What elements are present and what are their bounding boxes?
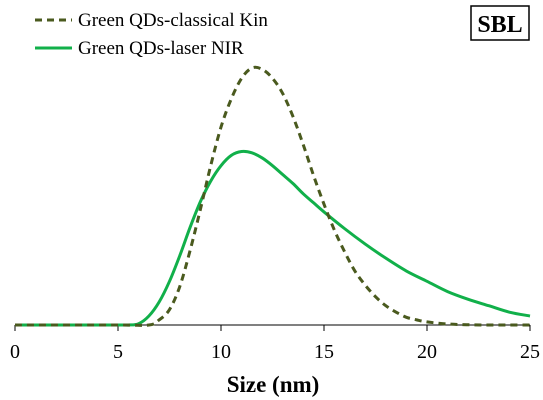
series-line-classical-kin bbox=[14, 65, 530, 327]
x-tick-label-15: 15 bbox=[314, 341, 334, 363]
series-layer bbox=[14, 65, 531, 327]
x-tick-label-20: 20 bbox=[417, 341, 437, 363]
panel-label-text: SBL bbox=[477, 12, 522, 38]
x-ticks: 0 5 10 15 20 25 bbox=[10, 325, 540, 363]
x-axis-title: Size (nm) bbox=[227, 372, 320, 397]
series-line-laser-nir bbox=[14, 149, 531, 327]
panel-label: SBL bbox=[470, 5, 530, 41]
legend-label-laser: Green QDs-laser NIR bbox=[78, 38, 244, 59]
legend: Green QDs-classical Kin Green QDs-laser … bbox=[35, 10, 268, 59]
panel-label-box bbox=[470, 5, 530, 41]
x-tick-label-25: 25 bbox=[520, 341, 540, 363]
x-tick-label-5: 5 bbox=[113, 341, 123, 363]
x-tick-label-0: 0 bbox=[10, 341, 20, 363]
x-tick-label-10: 10 bbox=[211, 341, 231, 363]
legend-label-classical: Green QDs-classical Kin bbox=[78, 10, 268, 31]
